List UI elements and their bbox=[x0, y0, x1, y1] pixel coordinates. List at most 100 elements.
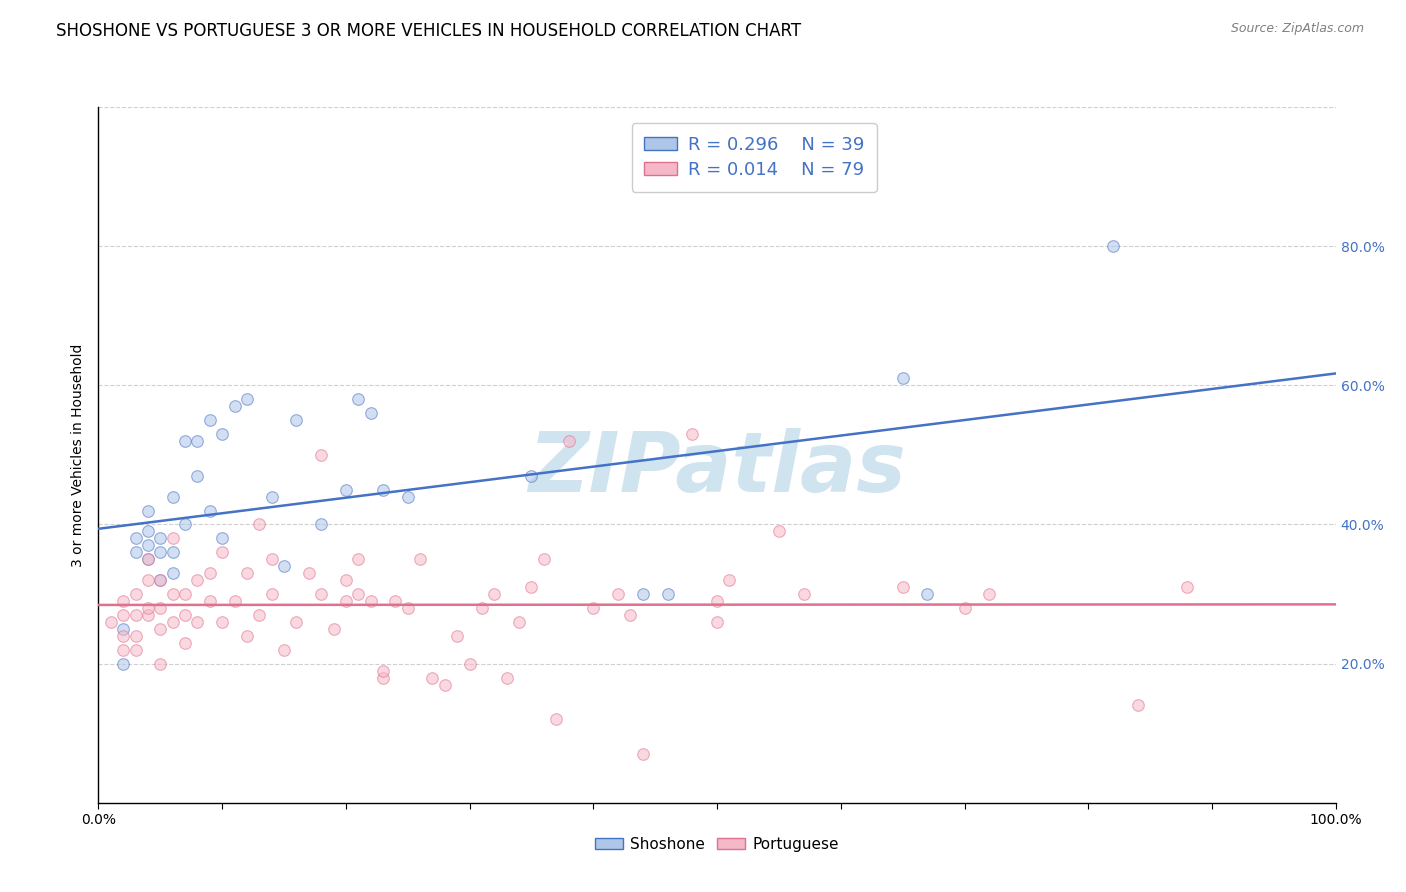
Point bbox=[681, 427, 703, 442]
Point bbox=[198, 594, 221, 608]
Point bbox=[211, 532, 233, 546]
Text: SHOSHONE VS PORTUGUESE 3 OR MORE VEHICLES IN HOUSEHOLD CORRELATION CHART: SHOSHONE VS PORTUGUESE 3 OR MORE VEHICLE… bbox=[56, 22, 801, 40]
Point bbox=[149, 601, 172, 615]
Point bbox=[162, 490, 184, 504]
Point bbox=[384, 594, 406, 608]
Point bbox=[136, 552, 159, 566]
Point bbox=[273, 559, 295, 574]
Point bbox=[582, 601, 605, 615]
Point bbox=[520, 580, 543, 594]
Point bbox=[335, 594, 357, 608]
Point bbox=[162, 566, 184, 581]
Point bbox=[136, 573, 159, 587]
Point bbox=[371, 671, 394, 685]
Point bbox=[186, 615, 208, 629]
Point bbox=[236, 629, 259, 643]
Point bbox=[186, 573, 208, 587]
Point bbox=[446, 629, 468, 643]
Point bbox=[136, 607, 159, 622]
Point bbox=[112, 594, 135, 608]
Point bbox=[347, 587, 370, 601]
Point bbox=[309, 448, 332, 462]
Point bbox=[631, 747, 654, 761]
Point bbox=[508, 615, 530, 629]
Point bbox=[309, 517, 332, 532]
Point bbox=[768, 524, 790, 539]
Point bbox=[371, 664, 394, 678]
Point bbox=[124, 629, 146, 643]
Point bbox=[136, 552, 159, 566]
Point bbox=[149, 573, 172, 587]
Point bbox=[162, 532, 184, 546]
Point bbox=[260, 490, 283, 504]
Point bbox=[422, 671, 444, 685]
Point bbox=[149, 573, 172, 587]
Point bbox=[793, 587, 815, 601]
Point bbox=[631, 587, 654, 601]
Point bbox=[396, 601, 419, 615]
Point bbox=[162, 587, 184, 601]
Point bbox=[371, 483, 394, 497]
Point bbox=[198, 503, 221, 517]
Point bbox=[706, 615, 728, 629]
Point bbox=[1175, 580, 1198, 594]
Point bbox=[100, 615, 122, 629]
Point bbox=[360, 594, 382, 608]
Point bbox=[247, 517, 270, 532]
Point bbox=[149, 657, 172, 671]
Point bbox=[162, 615, 184, 629]
Point bbox=[298, 566, 321, 581]
Point bbox=[335, 483, 357, 497]
Point bbox=[360, 406, 382, 420]
Point bbox=[112, 642, 135, 657]
Text: ZIPatlas: ZIPatlas bbox=[529, 428, 905, 509]
Point bbox=[186, 468, 208, 483]
Point bbox=[657, 587, 679, 601]
Point bbox=[546, 712, 568, 726]
Legend: Shoshone, Portuguese: Shoshone, Portuguese bbox=[589, 830, 845, 858]
Point bbox=[409, 552, 432, 566]
Point bbox=[136, 601, 159, 615]
Point bbox=[211, 545, 233, 559]
Point bbox=[136, 503, 159, 517]
Point bbox=[136, 524, 159, 539]
Point bbox=[112, 657, 135, 671]
Point bbox=[124, 642, 146, 657]
Point bbox=[471, 601, 494, 615]
Point bbox=[619, 607, 641, 622]
Point bbox=[112, 622, 135, 636]
Point bbox=[124, 532, 146, 546]
Point bbox=[520, 468, 543, 483]
Point bbox=[162, 545, 184, 559]
Point bbox=[1126, 698, 1149, 713]
Point bbox=[149, 532, 172, 546]
Point bbox=[347, 552, 370, 566]
Point bbox=[174, 434, 197, 448]
Point bbox=[917, 587, 939, 601]
Point bbox=[224, 594, 246, 608]
Point bbox=[891, 371, 914, 385]
Point bbox=[236, 566, 259, 581]
Point bbox=[112, 629, 135, 643]
Point bbox=[211, 427, 233, 442]
Point bbox=[953, 601, 976, 615]
Point bbox=[260, 587, 283, 601]
Point bbox=[149, 622, 172, 636]
Point bbox=[706, 594, 728, 608]
Point bbox=[335, 573, 357, 587]
Point bbox=[124, 545, 146, 559]
Point bbox=[396, 490, 419, 504]
Point bbox=[273, 642, 295, 657]
Point bbox=[174, 517, 197, 532]
Point bbox=[495, 671, 517, 685]
Point bbox=[607, 587, 630, 601]
Point bbox=[433, 677, 456, 691]
Point bbox=[322, 622, 344, 636]
Point bbox=[718, 573, 741, 587]
Point bbox=[1102, 239, 1125, 253]
Point bbox=[347, 392, 370, 407]
Point bbox=[557, 434, 579, 448]
Point bbox=[891, 580, 914, 594]
Point bbox=[124, 587, 146, 601]
Point bbox=[136, 538, 159, 552]
